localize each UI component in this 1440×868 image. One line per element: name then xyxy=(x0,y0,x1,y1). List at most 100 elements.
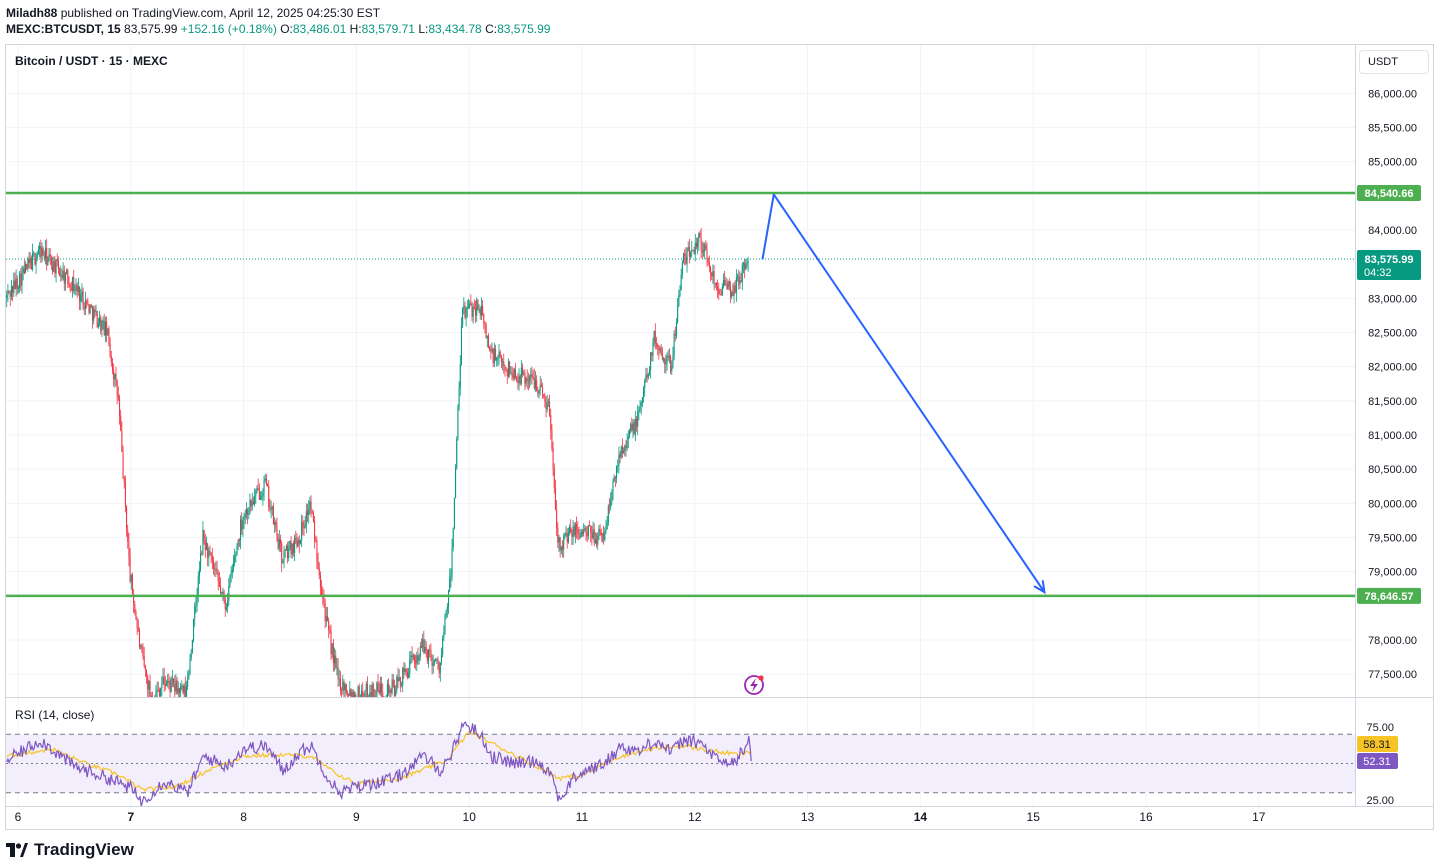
candle-body xyxy=(463,305,465,308)
candle-body xyxy=(709,266,712,273)
candle-body xyxy=(148,680,150,690)
candle-body xyxy=(511,372,513,374)
candle-body xyxy=(585,527,587,532)
candle-body xyxy=(141,645,143,650)
candle-body xyxy=(467,306,470,309)
candle-body xyxy=(510,372,512,374)
candle-body xyxy=(29,258,31,264)
candle-body xyxy=(680,274,682,291)
candle-body xyxy=(138,630,141,647)
candle-body xyxy=(134,604,136,613)
candle-body xyxy=(530,373,532,377)
candle-body xyxy=(660,348,662,353)
candle-body xyxy=(747,261,749,264)
rsi-title: RSI (14, close) xyxy=(15,708,95,722)
candle-body xyxy=(358,686,360,697)
candle-body xyxy=(76,285,78,292)
candle-body xyxy=(61,275,63,279)
candle-body xyxy=(688,246,690,257)
candle-body xyxy=(487,335,490,348)
candle-body xyxy=(98,317,101,323)
low-value: 83,434.78 xyxy=(428,22,482,36)
x-tick-label: 16 xyxy=(1139,810,1153,824)
candle-body xyxy=(211,555,213,562)
candle-body xyxy=(249,500,251,514)
candle-body xyxy=(451,547,453,576)
candle-body xyxy=(568,527,571,532)
currency-button[interactable]: USDT xyxy=(1359,50,1429,74)
candle-body xyxy=(302,522,304,528)
x-tick-label: 6 xyxy=(15,810,22,824)
footer-brand: TradingView xyxy=(34,840,134,859)
candle-body xyxy=(673,334,675,356)
candle-body xyxy=(84,299,86,309)
candle-body xyxy=(117,395,119,399)
candle-body xyxy=(521,367,524,375)
candle-body xyxy=(518,375,520,383)
candle-body xyxy=(284,550,286,551)
author-name[interactable]: Miladh88 xyxy=(6,6,58,20)
candle-body xyxy=(553,468,555,488)
candle-body xyxy=(238,539,240,541)
candle-body xyxy=(462,307,464,326)
candle-body xyxy=(198,569,200,577)
candle-body xyxy=(443,633,445,638)
candle-body xyxy=(227,601,229,608)
candle-body xyxy=(567,531,569,543)
candle-body xyxy=(516,377,518,382)
candle-body xyxy=(184,685,186,697)
candle-body xyxy=(162,676,164,685)
candle-body xyxy=(48,254,50,258)
rsi-ma-line xyxy=(6,728,752,793)
candle-body xyxy=(442,637,444,655)
candle-body xyxy=(278,539,280,549)
candle-body xyxy=(35,257,37,265)
candle-body xyxy=(731,291,733,297)
candle-body xyxy=(220,586,222,594)
candle-body xyxy=(460,325,462,365)
candle-body xyxy=(473,307,475,309)
candle-body xyxy=(400,685,403,687)
candle-body xyxy=(702,251,705,253)
rsi-band xyxy=(6,734,1355,793)
x-tick-label: 9 xyxy=(353,810,360,824)
candle-body xyxy=(433,659,435,663)
candle-body xyxy=(14,280,16,289)
candle-body xyxy=(276,526,278,538)
candle-body xyxy=(161,684,163,689)
candle-body xyxy=(212,561,215,570)
candle-body xyxy=(706,248,708,260)
candle-body xyxy=(173,678,175,685)
candle-body xyxy=(422,639,424,648)
candle-body xyxy=(593,529,595,544)
candle-body xyxy=(520,367,522,384)
candle-body xyxy=(685,256,687,264)
candle-body xyxy=(450,575,452,578)
candle-body xyxy=(404,668,406,673)
footer-logo[interactable]: TradingView xyxy=(6,840,134,860)
candle-body xyxy=(259,497,262,500)
candle-body xyxy=(57,260,59,270)
candle-body xyxy=(10,286,12,297)
candle-body xyxy=(49,254,51,257)
candle-body xyxy=(598,528,600,536)
candle-body xyxy=(182,685,184,693)
candle-body xyxy=(62,270,64,279)
candle-body xyxy=(664,359,666,365)
candle-body xyxy=(242,520,244,530)
candle-body xyxy=(579,536,581,538)
candle-body xyxy=(149,680,151,696)
candle-body xyxy=(372,684,374,697)
candle-body xyxy=(720,294,722,296)
candle-body xyxy=(695,242,697,248)
candle-body xyxy=(362,690,364,697)
candle-body xyxy=(319,575,321,588)
candle-body xyxy=(32,253,34,270)
candle-body xyxy=(638,409,640,412)
candle-body xyxy=(560,546,562,551)
candle-body xyxy=(140,645,142,647)
candle-body xyxy=(554,487,556,510)
candle-body xyxy=(243,517,245,521)
candle-body xyxy=(393,686,396,696)
